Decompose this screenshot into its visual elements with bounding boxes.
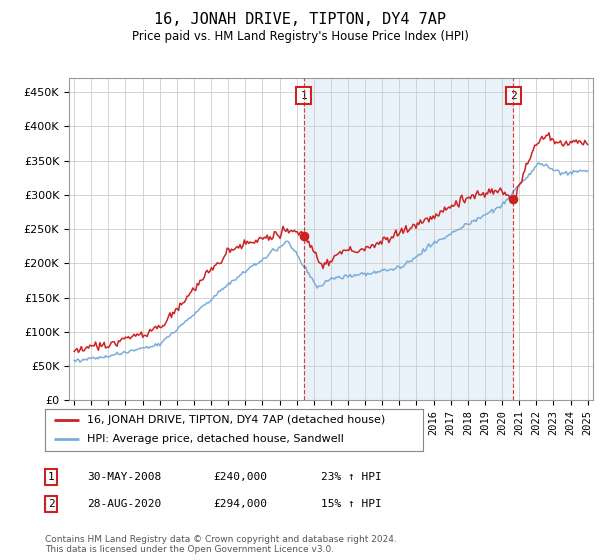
Text: £240,000: £240,000 <box>213 472 267 482</box>
Text: 30-MAY-2008: 30-MAY-2008 <box>87 472 161 482</box>
Text: 15% ↑ HPI: 15% ↑ HPI <box>321 499 382 509</box>
Text: 16, JONAH DRIVE, TIPTON, DY4 7AP (detached house): 16, JONAH DRIVE, TIPTON, DY4 7AP (detach… <box>86 415 385 425</box>
Text: 23% ↑ HPI: 23% ↑ HPI <box>321 472 382 482</box>
Text: Price paid vs. HM Land Registry's House Price Index (HPI): Price paid vs. HM Land Registry's House … <box>131 30 469 43</box>
Text: 28-AUG-2020: 28-AUG-2020 <box>87 499 161 509</box>
Text: 2: 2 <box>510 91 517 101</box>
Text: 1: 1 <box>47 472 55 482</box>
Bar <box>304 78 514 400</box>
Text: £294,000: £294,000 <box>213 499 267 509</box>
Text: 2: 2 <box>47 499 55 509</box>
Text: HPI: Average price, detached house, Sandwell: HPI: Average price, detached house, Sand… <box>86 435 343 445</box>
Text: 16, JONAH DRIVE, TIPTON, DY4 7AP: 16, JONAH DRIVE, TIPTON, DY4 7AP <box>154 12 446 27</box>
Text: Contains HM Land Registry data © Crown copyright and database right 2024.
This d: Contains HM Land Registry data © Crown c… <box>45 535 397 554</box>
Text: 1: 1 <box>301 91 307 101</box>
